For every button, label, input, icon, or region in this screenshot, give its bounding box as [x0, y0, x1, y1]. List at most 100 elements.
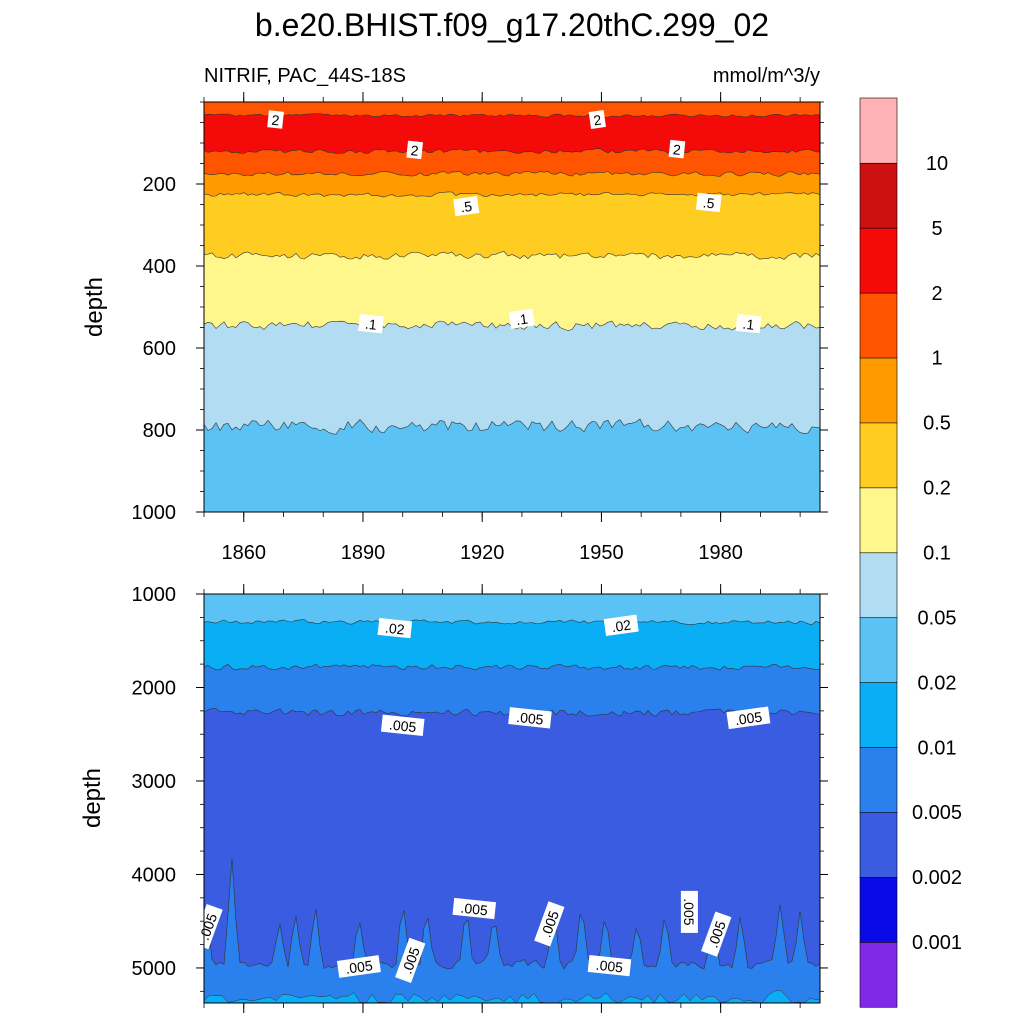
y-tick-label: 1000 [132, 584, 177, 606]
y-tick-label: 3000 [132, 771, 177, 793]
contour-label: .02 [603, 614, 639, 637]
contour-band [204, 102, 820, 118]
colorbar-label: 0.001 [912, 932, 962, 954]
contour-label-bg [380, 714, 425, 736]
contour-label: .1 [735, 313, 762, 334]
colorbar-swatch [859, 746, 898, 813]
y-tick-label: 200 [143, 174, 176, 196]
contour-line [203, 170, 821, 177]
lower-y-axis-label: depth [79, 768, 106, 828]
x-tick-label: 1950 [579, 542, 624, 564]
colorbar-swatch [859, 552, 898, 619]
contour-label-bg [508, 308, 535, 329]
x-tick-label: 1860 [221, 542, 266, 564]
colorbar-swatch [859, 617, 898, 683]
contour-label: 2 [406, 140, 423, 160]
contour-label-text: .1 [364, 316, 377, 333]
colorbar: 0.001 0.002 0.005 0.01 0.02 0.05 0.1 0.2 0.5 1 2 5 1… [859, 97, 962, 1008]
contour-label-text: 2 [672, 141, 682, 158]
contour-label-text: 2 [410, 142, 420, 159]
upper-panel: 2 2 2 2 .5 .5 .1 .1 .1 200 400 600 800 1000 1860 1890 1… [81, 92, 828, 564]
contour-label-text: .5 [702, 194, 715, 211]
contour-line [203, 191, 821, 198]
y-tick-label: 800 [143, 420, 176, 442]
colorbar-swatch [859, 357, 898, 424]
contour-line [203, 113, 821, 118]
contour-label-bg [701, 911, 732, 957]
chart-subtitle-right: mmol/m^3/y [713, 65, 820, 87]
colorbar-label: 0.01 [918, 737, 957, 759]
contour-label-text: .005 [734, 708, 763, 728]
contour-label: 2 [267, 110, 284, 129]
contour-label: .005 [726, 706, 771, 730]
colorbar-label: 0.1 [923, 543, 951, 565]
colorbar-label: 0.2 [923, 478, 951, 500]
contour-label-bg [680, 890, 698, 933]
upper-axes: 200 400 600 800 1000 1860 1890 1920 1950 1980 [132, 92, 828, 564]
y-tick-label: 5000 [132, 958, 177, 980]
contour-line [203, 251, 821, 260]
colorbar-label: 0.002 [912, 867, 962, 889]
contour-label-bg [534, 901, 565, 947]
contour-label-text: .02 [611, 616, 633, 635]
contour-label-bg [192, 903, 223, 950]
y-tick-label: 600 [143, 338, 176, 360]
contour-label-text: 2 [271, 112, 281, 129]
colorbar-label: 0.02 [918, 672, 957, 694]
contour-label-text: 2 [592, 112, 602, 129]
lower-axes: 1000 2000 3000 4000 5000 [132, 584, 828, 1013]
contour-label: .5 [453, 196, 480, 217]
x-tick-label: 1920 [460, 542, 505, 564]
contour-line [203, 148, 821, 154]
contour-label-bg [453, 196, 480, 217]
y-tick-label: 2000 [132, 677, 177, 699]
contour-label-bg [726, 706, 771, 730]
contour-label-bg [377, 617, 413, 639]
colorbar-swatch [859, 227, 898, 294]
colorbar-swatch [859, 487, 898, 554]
contour-label-bg [695, 192, 722, 213]
contour-label: .005 [380, 714, 425, 736]
contour-label: 2 [668, 139, 686, 159]
colorbar-swatch [859, 292, 898, 359]
contour-label-text: .005 [595, 957, 624, 976]
x-tick-label: 1980 [698, 542, 743, 564]
lower-panel: .02.02.005.005.005.005.005.005.005.005.0… [79, 584, 828, 1013]
contour-label-text: .1 [742, 316, 755, 333]
contour-label: .005 [587, 954, 632, 977]
colorbar-swatch [859, 941, 898, 1008]
colorbar-label: 2 [931, 283, 942, 305]
contour-label: .1 [508, 308, 535, 329]
contour-label: .5 [695, 192, 722, 213]
colorbar-swatch [859, 682, 898, 748]
colorbar-label: 0.005 [912, 802, 962, 824]
y-tick-label: 400 [143, 256, 176, 278]
contour-line [203, 418, 821, 435]
lower-plot-frame [203, 593, 821, 1004]
contour-label: .1 [358, 313, 384, 334]
contour-label-bg [406, 140, 423, 160]
contour-band [203, 989, 821, 1004]
contour-band [204, 594, 820, 625]
upper-contour-fills [203, 102, 821, 512]
colorbar-swatch [859, 162, 898, 229]
contour-label-bg [588, 110, 606, 129]
chart-title: b.e20.BHIST.f09_g17.20thC.299_02 [255, 7, 769, 43]
contour-label: .005 [508, 707, 552, 729]
colorbar-label: 5 [931, 218, 942, 240]
colorbar-label: 10 [926, 153, 948, 175]
colorbar-swatch [859, 811, 898, 878]
contour-label-text: .005 [516, 709, 545, 728]
upper-y-axis-label: depth [81, 277, 108, 337]
lower-contour-fills [203, 594, 821, 1004]
colorbar-swatch [859, 876, 898, 943]
contour-label-text: .1 [515, 311, 529, 328]
contour-label-bg [735, 313, 762, 334]
contour-label-text: .005 [460, 900, 489, 919]
contour-label: 2 [588, 110, 606, 129]
contour-line [203, 619, 821, 625]
y-tick-label: 4000 [132, 864, 177, 886]
contour-label-bg [668, 139, 686, 159]
y-tick-label: 1000 [132, 502, 177, 524]
contour-label: .02 [377, 617, 413, 639]
